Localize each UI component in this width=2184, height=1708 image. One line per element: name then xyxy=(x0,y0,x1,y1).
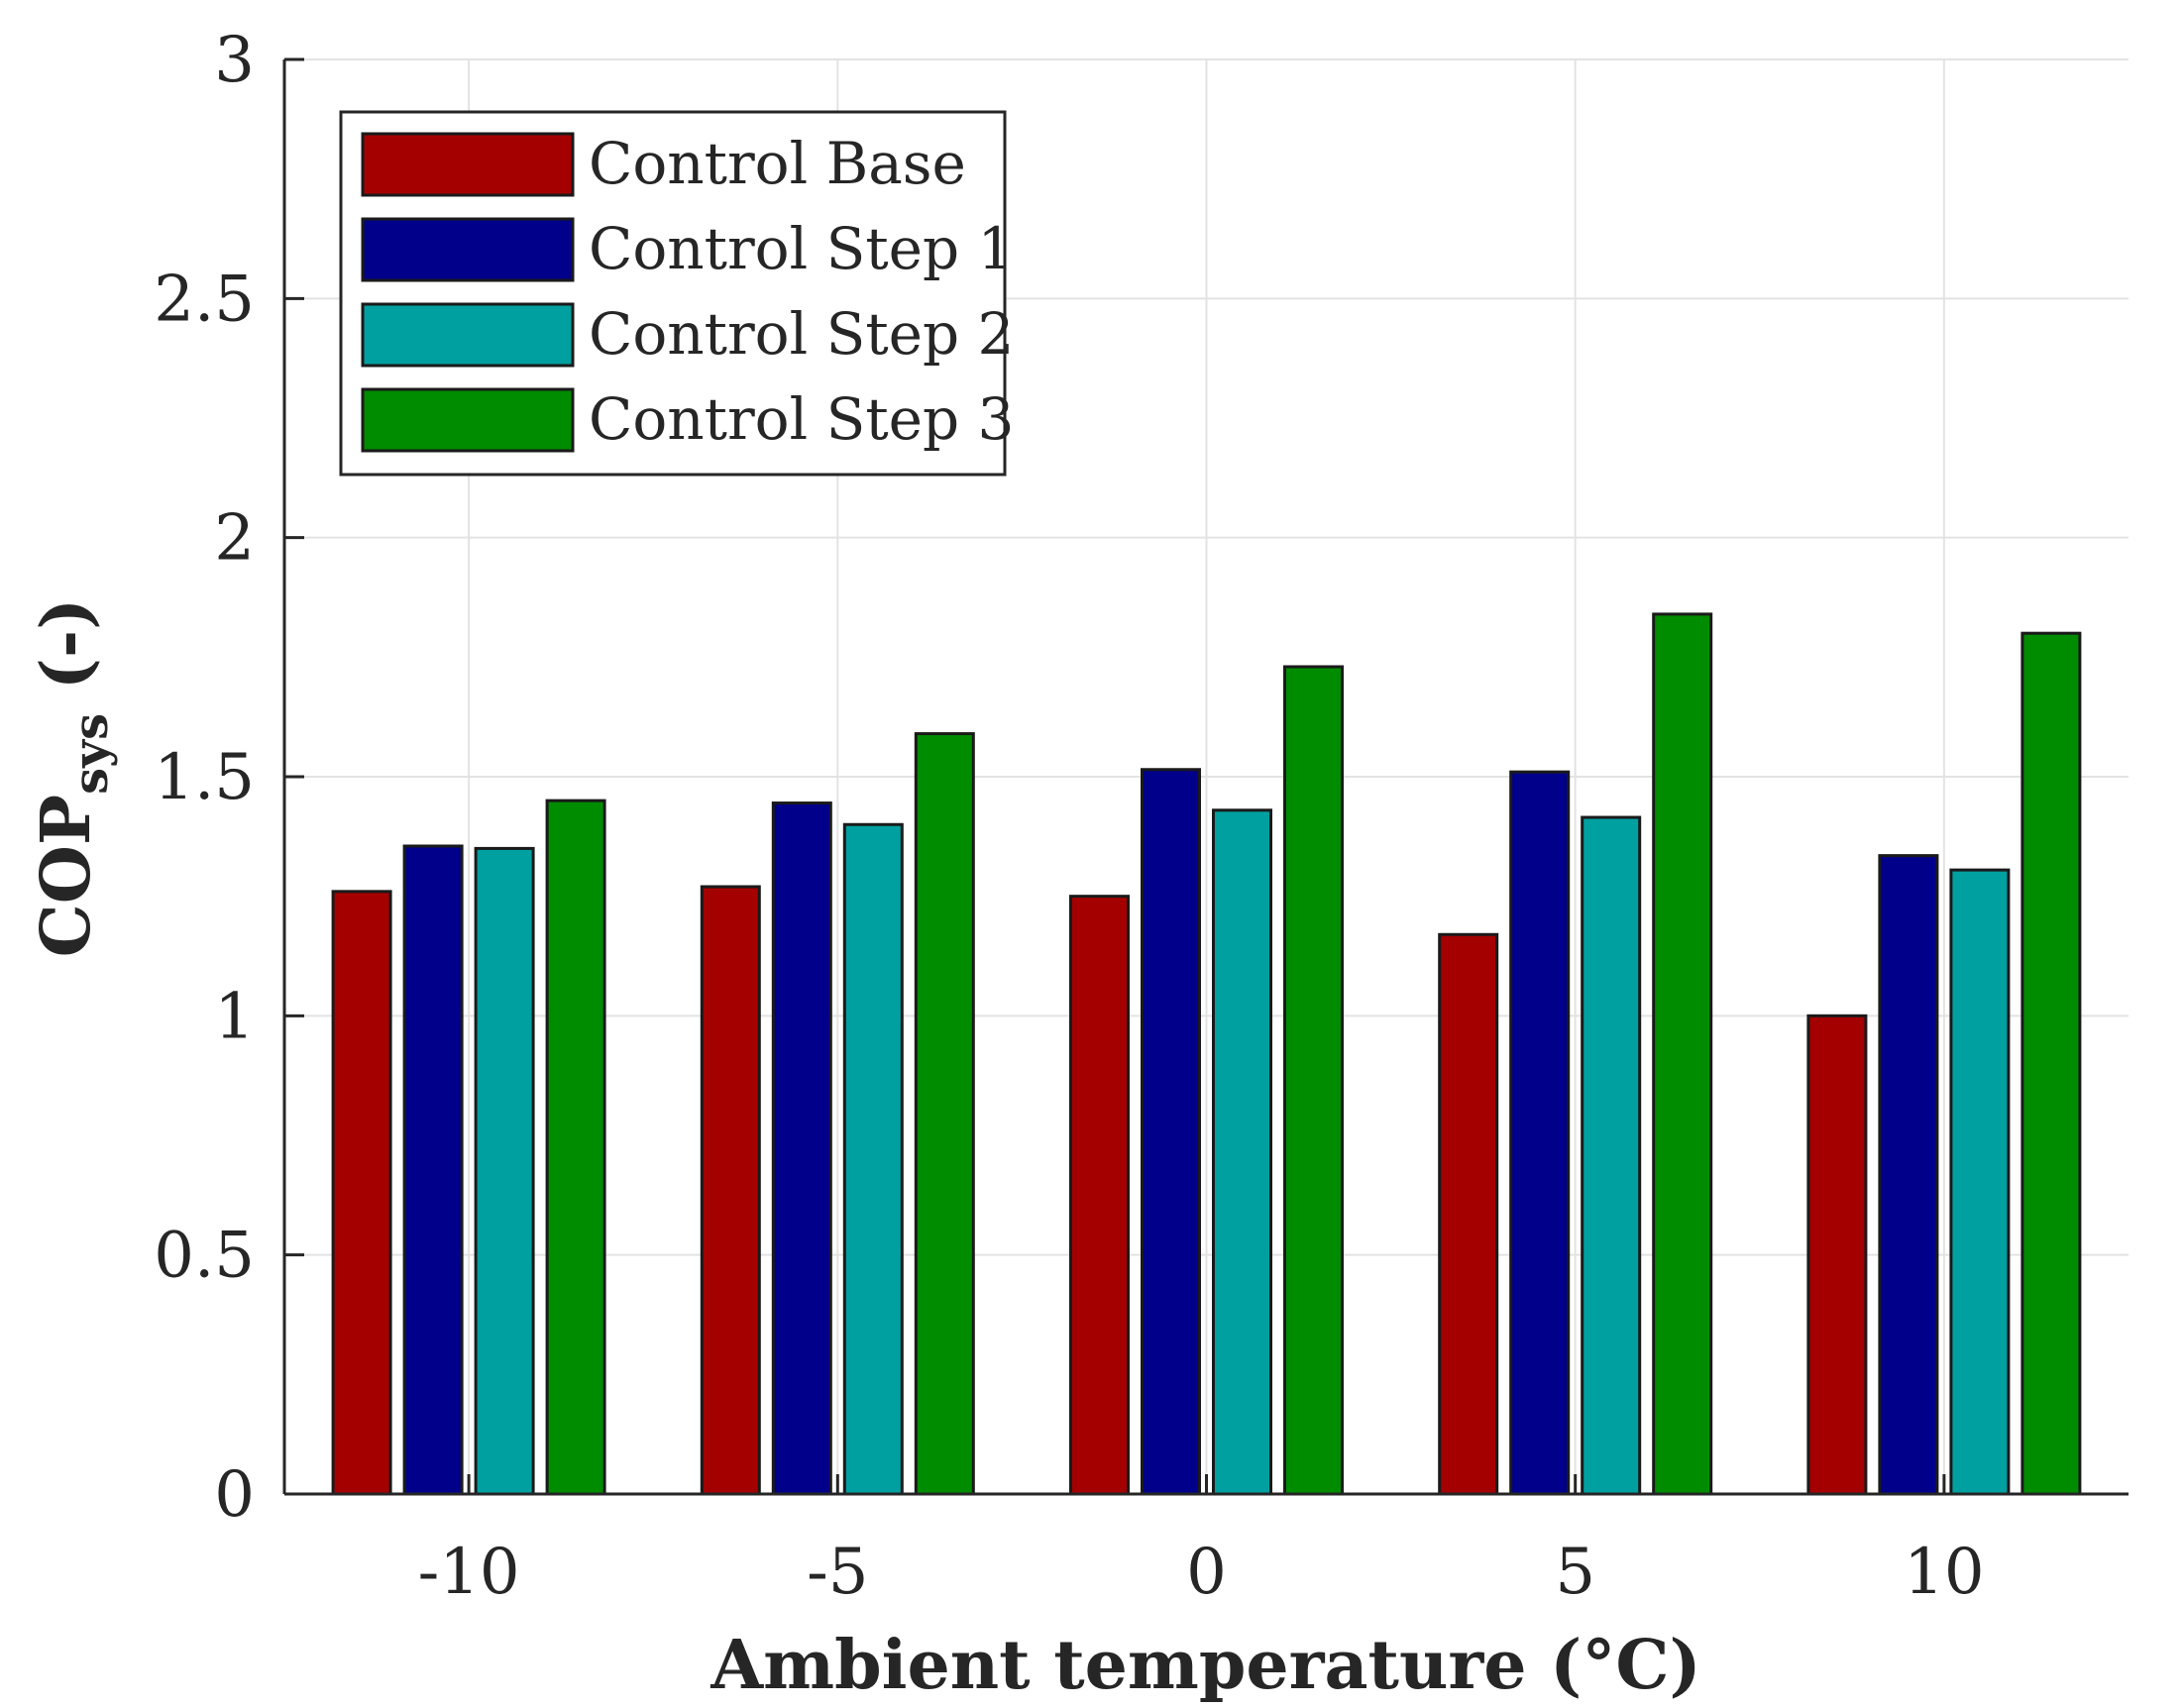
legend-label: Control Base xyxy=(589,130,966,197)
bar-control-base-2 xyxy=(1069,895,1130,1496)
bar-control-step-1-1 xyxy=(771,801,832,1496)
x-axis-title: Ambient temperature (°C) xyxy=(710,1626,1700,1705)
y-axis-title: COPsys (-) xyxy=(27,598,119,958)
bar-control-base-0 xyxy=(331,890,392,1496)
bar-control-step-3-3 xyxy=(1652,612,1713,1496)
y-axis-title-main: COP xyxy=(27,795,106,958)
y-tick-label: 0 xyxy=(214,1458,255,1532)
y-axis-title-suffix: (-) xyxy=(27,598,106,713)
bar-control-step-3-4 xyxy=(2020,631,2082,1496)
legend-label: Control Step 3 xyxy=(589,385,1014,453)
bar-control-step-1-0 xyxy=(402,844,464,1496)
x-tick-labels: -10 -5 0 5 10 xyxy=(418,1536,1985,1609)
y-tick-label: 1.5 xyxy=(154,741,255,814)
legend-label: Control Step 1 xyxy=(589,215,1014,282)
bar-control-step-2-3 xyxy=(1581,815,1642,1496)
y-tick-label: 3 xyxy=(214,24,255,97)
bar-control-step-1-4 xyxy=(1878,854,1939,1496)
bar-control-step-2-0 xyxy=(474,846,535,1496)
bar-control-step-3-2 xyxy=(1283,665,1344,1496)
x-tick-label: 5 xyxy=(1555,1536,1595,1609)
bar-control-base-4 xyxy=(1806,1014,1868,1496)
x-tick-label: 0 xyxy=(1186,1536,1227,1609)
legend-label: Control Step 2 xyxy=(589,300,1014,368)
legend-items: Control Base Control Step 1 Control Step 2… xyxy=(361,130,1014,453)
legend-swatch xyxy=(361,387,575,453)
bar-control-step-2-4 xyxy=(1949,868,2011,1496)
legend-swatch xyxy=(361,132,575,197)
bar-control-step-3-1 xyxy=(914,732,975,1496)
y-axis-title-subscript: sys xyxy=(63,713,119,795)
x-tick-label: 10 xyxy=(1904,1536,1984,1609)
bar-control-step-2-1 xyxy=(842,822,904,1496)
bar-control-base-1 xyxy=(700,885,761,1496)
legend: Control Base Control Step 1 Control Step 2… xyxy=(339,110,1014,477)
y-tick-labels: 0 0.5 1 1.5 2 2.5 3 xyxy=(154,24,255,1532)
bar-control-step-1-3 xyxy=(1509,770,1571,1496)
legend-swatch xyxy=(361,302,575,368)
bar-control-step-1-2 xyxy=(1141,768,1201,1496)
y-tick-label: 1 xyxy=(214,980,255,1053)
x-tick-label: -10 xyxy=(418,1536,520,1609)
y-tick-label: 0.5 xyxy=(154,1220,255,1293)
y-tick-label: 2.5 xyxy=(154,263,255,336)
bar-control-step-3-0 xyxy=(545,799,606,1496)
axes xyxy=(282,57,2129,1496)
x-tick-label: -5 xyxy=(807,1536,868,1609)
legend-swatch xyxy=(361,217,575,282)
bars xyxy=(331,612,2082,1496)
bar-control-base-3 xyxy=(1438,932,1499,1496)
bar-control-step-2-2 xyxy=(1212,808,1272,1496)
y-tick-label: 2 xyxy=(214,502,255,576)
